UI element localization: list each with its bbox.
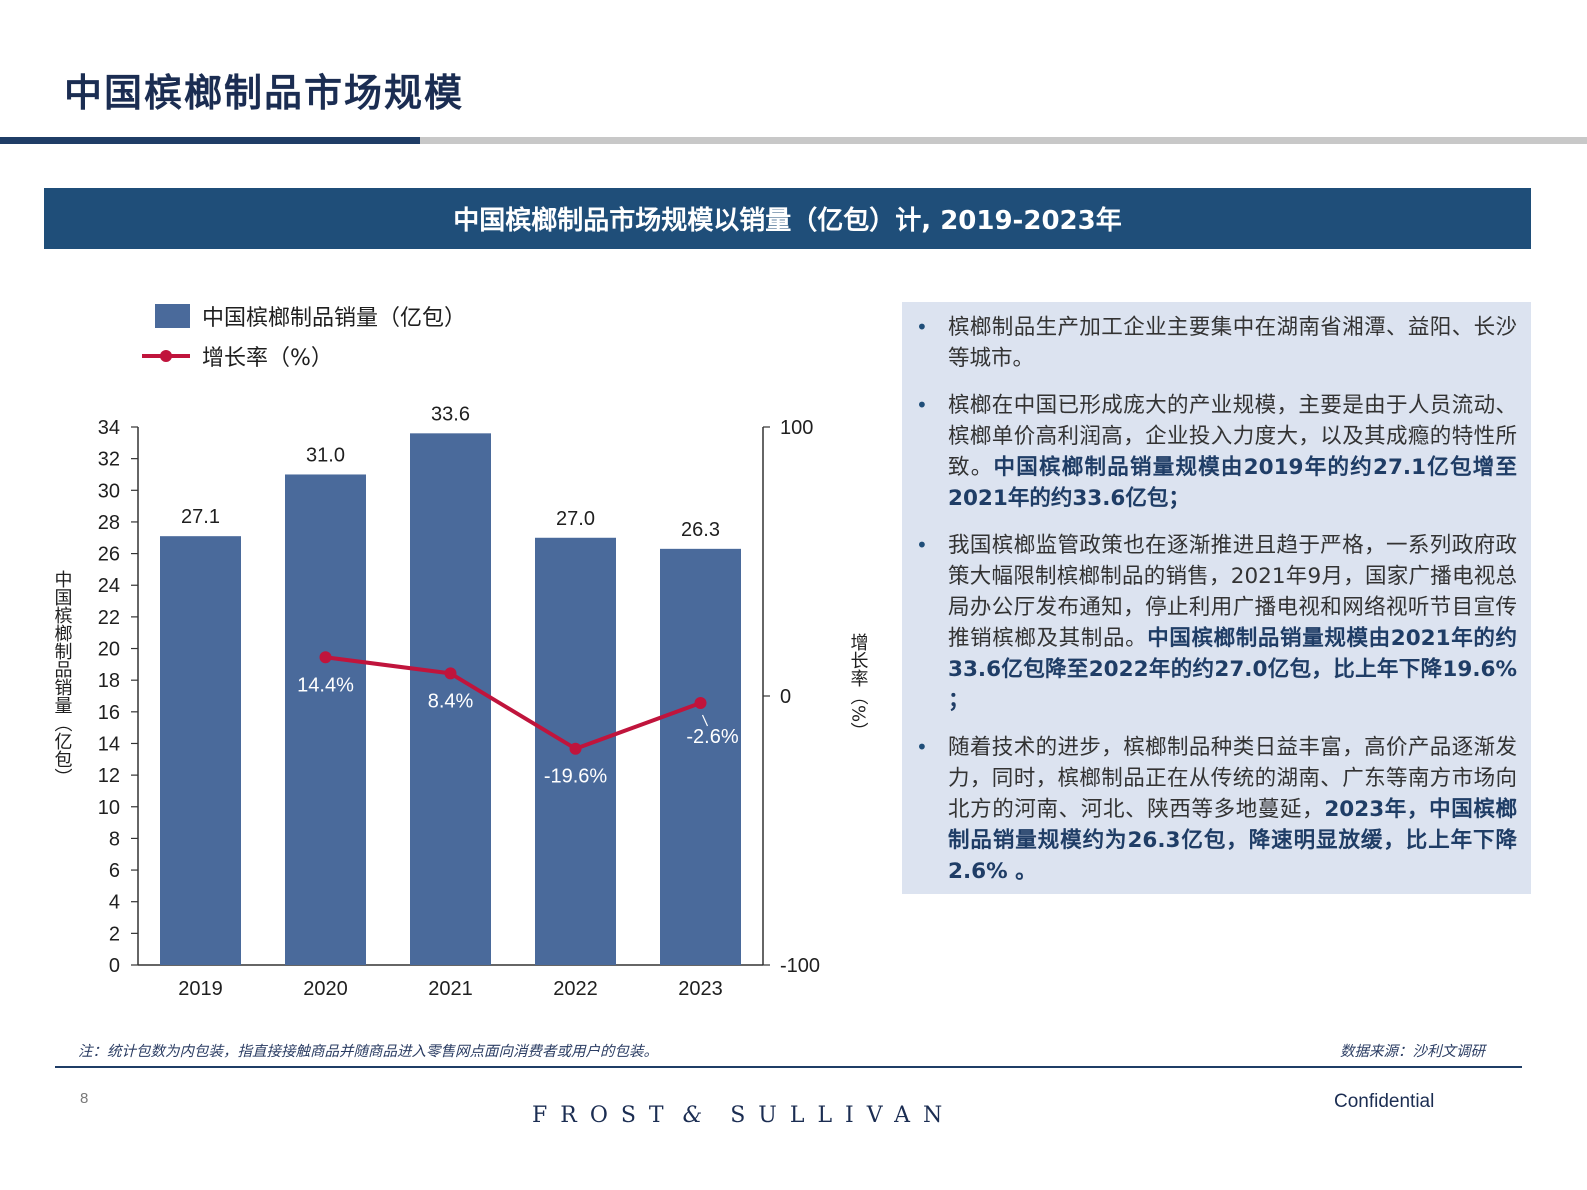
bar-series: 27.1 31.0 33.6 27.0 26.3: [160, 403, 741, 965]
bullet-highlight: 2023年，中国槟榔制品销量规模约为26.3亿包，降速明显放缓，比上年下降2.6…: [948, 797, 1517, 884]
x-tick-label: 2019: [178, 978, 223, 1000]
commentary-box: • 槟榔制品生产加工企业主要集中在湖南省湘潭、益阳、长沙等城市。 • 槟榔在中国已形成…: [902, 302, 1531, 894]
brand-left: FROST: [532, 1103, 677, 1128]
title-rule-light: [420, 137, 1587, 144]
legend-line-label: 增长率（%）: [202, 346, 333, 371]
y-tick-label: 14: [98, 733, 120, 755]
brand-logo: FROST & SULLIVAN: [532, 1103, 955, 1128]
growth-line: [325, 655, 702, 751]
brand-right: SULLIVAN: [730, 1103, 956, 1128]
bar-value-label: 26.3: [681, 519, 720, 541]
x-axis-tick-labels: 2019 2020 2021 2022 2023: [178, 978, 723, 1000]
x-tick-label: 2022: [553, 978, 598, 1000]
y-axis-title: 中国槟榔制品销量（亿包）: [52, 570, 73, 786]
bullet-segment: 随着技术的进步，槟榔制品种类日益丰富，高价产品逐渐发力，同时，槟榔制品正在从传统…: [948, 735, 1517, 822]
bar: [660, 548, 741, 965]
bar-value-label: 27.0: [556, 508, 595, 530]
y2-tick-label: 0: [780, 686, 791, 708]
y-tick-label: 30: [98, 480, 120, 502]
y2-axis-title: 增长率（%）: [848, 633, 869, 740]
y-tick-label: 12: [98, 765, 120, 787]
y-tick-label: 16: [98, 702, 120, 724]
growth-value-label: 14.4%: [297, 674, 354, 696]
y-tick-label: 2: [109, 923, 120, 945]
growth-point: [319, 651, 332, 664]
x-tick-label: 2023: [678, 978, 723, 1000]
commentary-bullet: • 随着技术的进步，槟榔制品种类日益丰富，高价产品逐渐发力，同时，槟榔制品正在从传…: [916, 732, 1517, 887]
bar: [285, 474, 366, 965]
combo-chart: 中国槟榔制品销量（亿包） 增长率（%） 中国槟榔制品销量（亿包） 增长率（%） …: [52, 304, 869, 1000]
growth-value-label: -2.6%: [686, 726, 738, 748]
x-tick-label: 2021: [428, 978, 473, 1000]
legend-bar-swatch: [155, 304, 190, 328]
bullet-highlight: 中国槟榔制品销量规模由2021年的约33.6亿包降至2022年的约27.0亿包，…: [948, 626, 1517, 713]
growth-value-label: -19.6%: [544, 766, 608, 788]
bullet-marker: •: [916, 735, 928, 759]
bullet-segment: 槟榔制品生产加工企业主要集中在湖南省湘潭、益阳、长沙等城市。: [948, 315, 1517, 371]
commentary-bullet: • 槟榔在中国已形成庞大的产业规模，主要是由于人员流动、槟榔单价高利润高，企业投入…: [916, 390, 1517, 514]
y-tick-label: 8: [109, 828, 120, 850]
y-tick-label: 26: [98, 544, 120, 566]
page-title: 中国槟榔制品市场规模: [64, 70, 465, 115]
bullet-segment: 槟榔在中国已形成庞大的产业规模，主要是由于人员流动、槟榔单价高利润高，企业投入力…: [948, 393, 1517, 480]
y-tick-label: 0: [109, 955, 120, 977]
y-tick-label: 20: [98, 639, 120, 661]
data-label-leader: [701, 714, 709, 727]
title-rule-dark: [0, 137, 420, 144]
y-tick-label: 22: [98, 607, 120, 629]
data-source: 数据来源：沙利文调研: [1340, 1044, 1485, 1060]
bar-value-label: 31.0: [306, 444, 345, 466]
commentary-bullet: • 我国槟榔监管政策也在逐渐推进且趋于严格，一系列政府政策大幅限制槟榔制品的销售，…: [916, 530, 1517, 716]
bar-value-label: 33.6: [431, 403, 470, 425]
bullet-marker: •: [916, 533, 928, 557]
y-tick-label: 4: [109, 892, 120, 914]
bullet-text: 我国槟榔监管政策也在逐渐推进且趋于严格，一系列政府政策大幅限制槟榔制品的销售，2…: [948, 530, 1517, 716]
commentary-bullet: • 槟榔制品生产加工企业主要集中在湖南省湘潭、益阳、长沙等城市。: [916, 312, 1517, 374]
commentary-bullets: • 槟榔制品生产加工企业主要集中在湖南省湘潭、益阳、长沙等城市。 • 槟榔在中国已形成…: [916, 312, 1517, 887]
bullet-text: 随着技术的进步，槟榔制品种类日益丰富，高价产品逐渐发力，同时，槟榔制品正在从传统…: [948, 732, 1517, 887]
y-tick-label: 28: [98, 512, 120, 534]
bullet-marker: •: [916, 393, 928, 417]
y-tick-label: 32: [98, 449, 120, 471]
page-number: 8: [80, 1090, 89, 1107]
y-tick-label: 24: [98, 575, 120, 597]
footer-rule: [55, 1066, 1522, 1068]
bar: [410, 433, 491, 965]
growth-value-label: 8.4%: [428, 690, 474, 712]
legend-bar-label: 中国槟榔制品销量（亿包）: [202, 306, 466, 331]
bullet-marker: •: [916, 315, 928, 339]
bullet-text: 槟榔在中国已形成庞大的产业规模，主要是由于人员流动、槟榔单价高利润高，企业投入力…: [948, 390, 1517, 514]
y-tick-label: 6: [109, 860, 120, 882]
bullet-segment: 我国槟榔监管政策也在逐渐推进且趋于严格，一系列政府政策大幅限制槟榔制品的销售，2…: [948, 533, 1517, 651]
growth-point: [694, 696, 707, 709]
growth-point: [444, 667, 457, 680]
growth-point: [569, 742, 582, 755]
y-tick-label: 18: [98, 670, 120, 692]
bullet-text: 槟榔制品生产加工企业主要集中在湖南省湘潭、益阳、长沙等城市。: [948, 312, 1517, 374]
line-series: 14.4% 8.4% -19.6% -2.6%: [297, 651, 739, 788]
footnote: 注：统计包数为内包装，指直接接触商品并随商品进入零售网点面向消费者或用户的包装。: [78, 1044, 658, 1060]
chart-legend: 中国槟榔制品销量（亿包） 增长率（%）: [142, 304, 466, 371]
legend-line-marker: [160, 350, 172, 362]
y-tick-label: 34: [98, 417, 120, 439]
brand-ampersand: &: [682, 1103, 703, 1128]
chart-banner: 中国槟榔制品市场规模以销量（亿包）计, 2019-2023年: [44, 188, 1531, 249]
bar-value-label: 27.1: [181, 506, 220, 528]
y2-tick-label: -100: [780, 955, 820, 977]
x-tick-label: 2020: [303, 978, 348, 1000]
y2-tick-label: 100: [780, 417, 813, 439]
confidential-label: Confidential: [1334, 1091, 1435, 1112]
bullet-highlight: 中国槟榔制品销量规模由2019年的约27.1亿包增至2021年的约33.6亿包；: [948, 455, 1517, 511]
bar: [160, 536, 241, 965]
y-tick-label: 10: [98, 797, 120, 819]
